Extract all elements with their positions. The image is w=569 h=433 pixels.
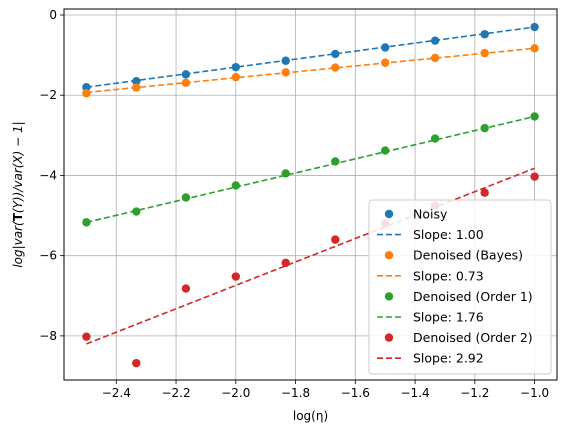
data-point [430,134,440,143]
x-tick-label: −1.8 [281,386,310,400]
data-point [181,284,191,293]
data-point [281,169,290,178]
data-points [82,22,539,368]
y-tick-label: −8 [39,329,57,343]
data-point [331,235,340,244]
data-point [281,56,290,65]
x-axis-label: log(η) [293,409,328,423]
data-point [181,193,191,202]
fit-lines [86,26,535,345]
x-tick-label: −1.2 [460,386,489,400]
x-tick-label: −1.4 [401,386,430,400]
data-point [82,218,91,227]
data-point [181,70,191,79]
data-point [480,30,489,39]
data-point [82,83,91,92]
data-point [281,68,290,77]
legend-marker [384,209,394,219]
legend-label: Slope: 0.73 [413,268,484,283]
data-point [231,272,241,281]
legend-marker [384,333,394,342]
x-tick-label: −2.4 [102,386,131,400]
data-point [530,22,539,32]
data-point [181,78,191,87]
data-point [480,188,489,197]
legend-label: Denoised (Order 1) [413,289,533,304]
data-point [331,157,340,166]
legend-label: Denoised (Bayes) [413,248,523,263]
legend-label: Noisy [413,207,448,222]
legend: Noisy Slope: 1.00 Denoised (Bayes) Slope: 0… [368,199,552,375]
x-ticks: −2.4 −2.2 −2.0 −1.8 −1.6 −1.4 −1.2 −1.0 [102,380,549,400]
data-point [281,258,290,268]
data-point [430,53,440,63]
data-point [530,112,539,121]
x-tick-label: −1.0 [520,386,549,400]
data-point [530,172,539,181]
legend-marker [384,292,394,301]
data-point [132,83,141,92]
data-point [480,48,489,58]
x-tick-label: −2.2 [161,386,190,400]
data-point [231,181,241,190]
data-point [82,332,91,341]
legend-label: Slope: 1.76 [413,310,484,325]
y-tick-label: −4 [39,168,57,182]
data-point [530,44,539,53]
x-tick-label: −1.6 [341,386,370,400]
legend-marker [384,251,394,260]
data-point [380,58,390,67]
legend-label: Slope: 1.00 [413,227,484,242]
data-point [132,358,141,368]
y-tick-label: 0 [49,8,57,22]
y-tick-label: −6 [39,249,57,263]
fit-line [86,115,535,224]
legend-label: Denoised (Order 2) [413,330,533,345]
fit-line [86,26,535,89]
data-point [231,72,241,82]
y-axis-label: log|var(T(Y))/var(X) − 1| [11,121,25,267]
y-ticks: −8 −6 −4 −2 0 [39,8,64,343]
data-point [331,63,340,72]
data-point [132,76,141,86]
data-point [380,146,390,155]
legend-box [368,199,552,375]
fit-line [86,47,535,94]
data-point [480,123,489,133]
x-tick-label: −2.0 [221,386,250,400]
fit-line [86,167,535,345]
y-tick-label: −2 [39,88,57,102]
data-point [380,43,390,52]
data-point [430,36,440,45]
data-point [231,62,241,72]
legend-label: Slope: 2.92 [413,351,484,366]
data-point [132,207,141,216]
data-point [82,89,91,98]
data-point [331,49,340,59]
axes-frame [63,8,558,381]
